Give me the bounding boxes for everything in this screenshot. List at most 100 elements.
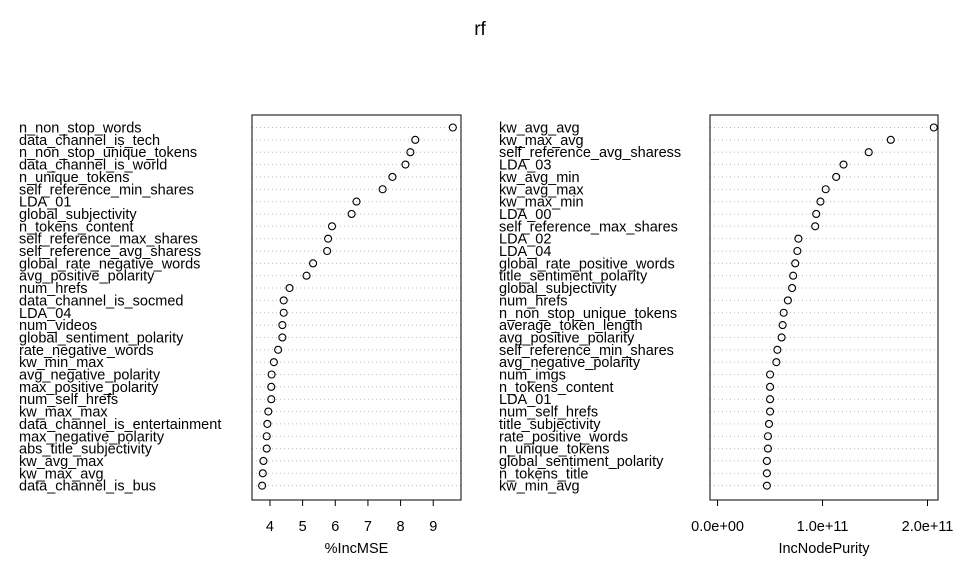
data-point — [274, 345, 283, 354]
data-point — [765, 395, 775, 404]
data-point — [267, 382, 276, 391]
x-tick-label: 7 — [364, 519, 372, 535]
row-label: LDA_01 — [19, 195, 71, 211]
data-point — [279, 296, 288, 305]
data-point — [388, 172, 397, 181]
row-label: n_non_stop_words — [19, 121, 142, 137]
data-point — [278, 333, 287, 342]
row-label: global_subjectivity — [19, 207, 137, 223]
data-point — [762, 456, 771, 466]
data-point — [267, 395, 276, 404]
data-point — [262, 444, 271, 453]
row-label: kw_avg_max — [499, 182, 584, 198]
data-point — [323, 246, 332, 256]
data-point — [327, 222, 337, 231]
row-label: avg_positive_polarity — [19, 269, 155, 285]
panel-incmse: n_non_stop_wordsdata_channel_is_techn_no… — [19, 114, 462, 557]
data-point — [411, 135, 420, 144]
data-point — [352, 197, 361, 206]
x-tick-label: 0.0e+00 — [691, 519, 744, 535]
row-label: kw_max_avg — [499, 133, 584, 149]
row-label: global_sentiment_polarity — [19, 330, 184, 346]
x-tick-label: 6 — [331, 519, 339, 535]
data-point — [791, 259, 800, 268]
data-point — [279, 308, 288, 317]
data-point — [258, 481, 267, 490]
data-point — [259, 456, 268, 466]
data-point — [309, 259, 318, 268]
row-label: LDA_04 — [499, 244, 551, 260]
row-label: n_unique_tokens — [499, 442, 609, 458]
data-point — [324, 234, 333, 243]
data-point — [263, 419, 272, 428]
row-label: LDA_00 — [499, 207, 551, 223]
row-label: n_tokens_content — [19, 219, 133, 235]
row-label: n_tokens_title — [499, 466, 588, 482]
data-point — [821, 185, 830, 194]
row-label: average_token_length — [499, 318, 643, 334]
row-label: num_self_hrefs — [19, 392, 118, 408]
data-point — [864, 148, 873, 157]
x-tick-label: 1.0e+11 — [797, 519, 849, 535]
data-point — [378, 185, 387, 194]
row-label: self_reference_max_shares — [19, 232, 198, 248]
row-label: global_rate_negative_words — [19, 256, 200, 272]
row-label: LDA_02 — [499, 232, 551, 248]
data-point — [763, 444, 772, 453]
row-label: self_reference_min_shares — [19, 182, 194, 198]
x-tick-label: 4 — [266, 519, 274, 535]
row-label: self_reference_max_shares — [499, 219, 678, 235]
row-label: n_unique_tokens — [19, 170, 129, 186]
data-point — [264, 407, 273, 416]
data-point — [762, 469, 771, 478]
data-point — [267, 370, 276, 379]
data-point — [401, 160, 410, 169]
row-label: num_hrefs — [499, 293, 568, 309]
x-axis-label: %IncMSE — [325, 541, 389, 557]
row-label: num_self_hrefs — [499, 405, 598, 421]
row-label: kw_min_avg — [499, 479, 580, 495]
row-label: LDA_01 — [499, 392, 551, 408]
row-label: num_videos — [19, 318, 97, 334]
data-point — [764, 419, 774, 428]
data-point — [262, 432, 271, 441]
data-point — [783, 296, 792, 305]
data-point — [765, 407, 775, 416]
data-point — [763, 432, 772, 441]
row-label: num_imgs — [499, 368, 566, 384]
data-point — [794, 234, 803, 243]
row-label: abs_title_subjectivity — [19, 442, 153, 458]
x-axis-label: IncNodePurity — [778, 541, 870, 557]
data-point — [285, 283, 294, 293]
data-point — [278, 321, 287, 330]
data-point — [812, 209, 821, 218]
row-label: rate_positive_words — [499, 429, 628, 445]
x-tick-label: 9 — [429, 519, 437, 535]
row-label: title_subjectivity — [499, 417, 601, 433]
data-point — [811, 222, 820, 231]
row-label: kw_max_avg — [19, 466, 104, 482]
data-point — [832, 172, 841, 181]
row-label: self_reference_avg_sharess — [19, 244, 201, 260]
row-label: kw_avg_avg — [499, 121, 580, 137]
data-point — [258, 469, 267, 478]
row-label: LDA_03 — [499, 158, 551, 174]
x-tick-label: 5 — [299, 519, 307, 535]
data-point — [816, 197, 825, 206]
data-point — [793, 246, 802, 256]
row-label: global_rate_positive_words — [499, 256, 675, 272]
row-label: num_hrefs — [19, 281, 88, 297]
data-point — [762, 481, 771, 490]
row-label: kw_avg_min — [499, 170, 580, 186]
data-point — [777, 333, 786, 342]
row-label: data_channel_is_entertainment — [19, 417, 221, 433]
data-point — [406, 148, 415, 157]
row-label: max_positive_polarity — [19, 380, 159, 396]
data-point — [773, 345, 782, 354]
data-point — [779, 308, 788, 317]
figure-title: rf — [474, 19, 486, 40]
data-point — [269, 358, 278, 367]
row-label: self_reference_min_shares — [499, 343, 674, 359]
data-point — [839, 160, 848, 169]
